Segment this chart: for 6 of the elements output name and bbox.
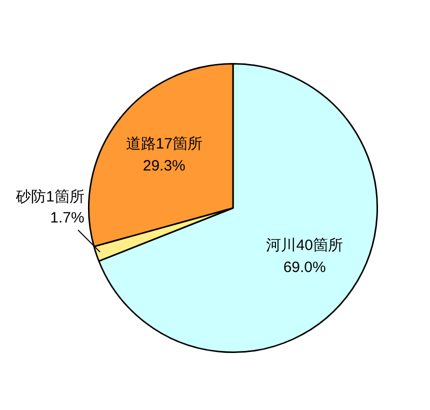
slice-label: 道路17箇所 xyxy=(126,136,202,153)
slice-label: 砂防1箇所 xyxy=(14,188,84,206)
slice-label: 河川40箇所 xyxy=(266,236,343,254)
data-label: 1.7% xyxy=(50,210,84,227)
data-label: 69.0% xyxy=(283,258,326,276)
data-label: 29.3% xyxy=(142,158,186,175)
